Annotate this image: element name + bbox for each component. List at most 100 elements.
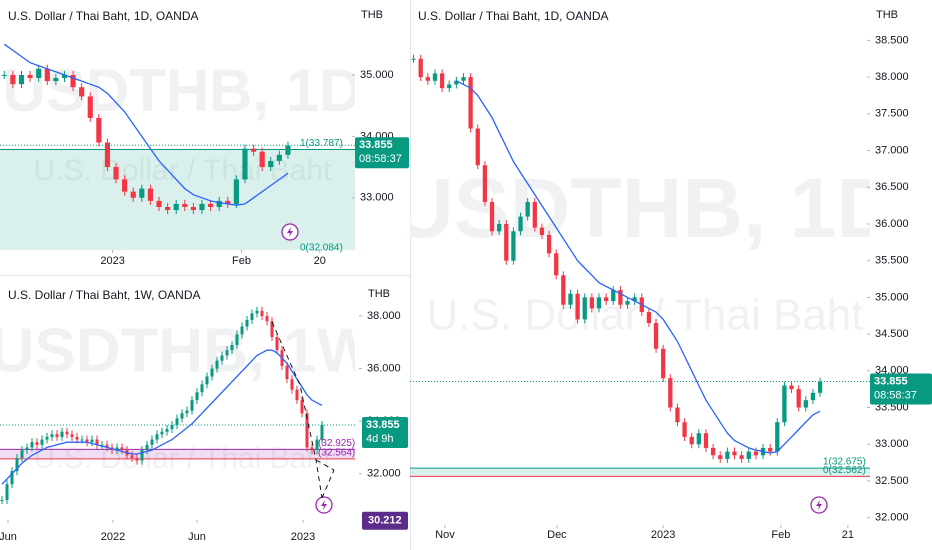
candle	[675, 407, 680, 423]
candle	[15, 457, 19, 472]
candle	[165, 429, 169, 432]
candle	[504, 223, 509, 261]
x-tick-label: 2022	[101, 531, 125, 543]
candle	[561, 275, 566, 305]
candle	[145, 444, 149, 451]
candle	[135, 457, 139, 461]
last-price-badge	[362, 416, 408, 448]
x-tick-label: 20	[314, 255, 326, 267]
candle	[739, 455, 744, 459]
candle	[703, 433, 709, 448]
candle	[320, 424, 324, 440]
candle	[275, 337, 279, 351]
y-tick-label: 32.000	[367, 468, 401, 480]
y-tick-label: 35.000	[875, 291, 909, 303]
candle	[190, 400, 194, 411]
y-tick-label: 36.000	[875, 218, 909, 230]
candle	[268, 160, 274, 168]
candle	[5, 484, 9, 501]
candle	[235, 334, 239, 345]
candle	[589, 297, 594, 309]
candle	[525, 201, 530, 217]
candle	[653, 323, 659, 349]
candle	[310, 447, 314, 451]
candle	[295, 389, 299, 401]
plot-area: USDTHB, 1D U.S. Dollar / Thai Baht	[0, 43, 362, 250]
candle	[810, 392, 816, 401]
candle	[170, 425, 174, 430]
alert-icon-bolt	[816, 500, 822, 510]
candle	[156, 200, 162, 208]
candle	[511, 231, 516, 261]
candle	[489, 201, 495, 232]
y-tick-label: 35.500	[875, 255, 909, 267]
watermark: USDTHB, 1D	[2, 57, 362, 124]
candle	[44, 68, 50, 82]
y-tick-label: 37.500	[875, 108, 909, 120]
candle	[35, 442, 39, 445]
candle	[245, 319, 249, 327]
candle	[710, 447, 716, 456]
candle	[20, 450, 24, 458]
candle	[139, 188, 145, 198]
candle	[242, 148, 248, 180]
y-tick-label: 33.000	[360, 192, 394, 204]
x-tick-label: Nov	[435, 529, 455, 541]
alert-icon-bolt	[287, 227, 293, 237]
y-tick-label: 38.000	[875, 71, 909, 83]
x-tick-label: Jun	[0, 531, 17, 543]
chart-title: U.S. Dollar / Thai Baht, 1D, OANDA	[8, 9, 199, 23]
candle	[668, 378, 673, 408]
candle	[1, 74, 7, 76]
candle	[315, 439, 319, 451]
candle	[259, 151, 265, 168]
candle	[518, 216, 523, 232]
watermark-subtitle: U.S. Dollar / Thai Baht	[34, 154, 333, 187]
candle	[546, 234, 552, 254]
x-tick-label: Feb	[232, 255, 251, 267]
candle	[796, 389, 801, 408]
candle	[165, 207, 171, 211]
candle	[596, 297, 602, 309]
fib-label: (32.564)	[318, 448, 355, 459]
countdown: 4d 9h	[366, 433, 394, 445]
candle	[65, 431, 69, 435]
fib-label: 1(33.787)	[300, 138, 343, 149]
moving-average	[1, 349, 323, 485]
candle	[150, 439, 154, 445]
candle	[789, 385, 794, 390]
candle	[285, 145, 291, 155]
candle	[60, 431, 64, 437]
chart-title: U.S. Dollar / Thai Baht, 1D, OANDA	[418, 9, 609, 23]
candle	[205, 376, 209, 385]
candle	[180, 413, 184, 419]
candle	[782, 385, 787, 423]
candle	[173, 203, 179, 211]
candle	[753, 451, 759, 456]
candle	[803, 400, 808, 408]
candle	[250, 148, 257, 152]
fib-label: 0(32.084)	[300, 243, 343, 254]
last-price: 33.855	[874, 375, 908, 387]
candle	[215, 360, 219, 369]
candle	[195, 392, 199, 401]
candle	[45, 436, 49, 440]
candle	[696, 433, 701, 445]
candle	[100, 444, 104, 446]
candle	[260, 310, 264, 317]
candle	[461, 77, 466, 81]
candle	[87, 96, 93, 118]
projection-line	[271, 321, 335, 499]
y-tick-label: 35.000	[360, 69, 394, 81]
candle	[732, 451, 737, 456]
candle	[425, 77, 430, 81]
candle	[447, 84, 452, 89]
candle	[240, 326, 244, 335]
candle	[53, 78, 59, 82]
x-tick-label: 2023	[651, 529, 675, 541]
y-tick-label: 32.000	[875, 512, 909, 524]
candle	[30, 442, 34, 448]
candle	[10, 74, 16, 85]
candle	[300, 400, 304, 414]
candle	[689, 436, 694, 445]
